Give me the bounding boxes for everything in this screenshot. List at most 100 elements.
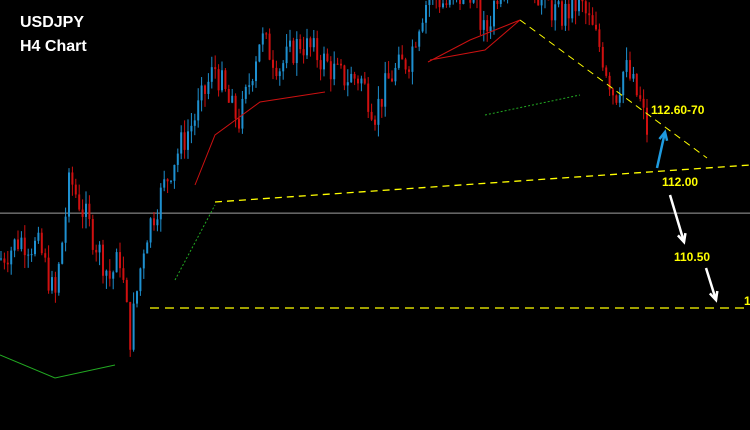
candle-body <box>71 172 74 185</box>
candle-body <box>401 54 404 60</box>
candle-body <box>384 73 387 107</box>
candle-body <box>105 270 108 276</box>
candle-body <box>289 40 291 47</box>
candle-body <box>54 277 57 293</box>
candle-body <box>295 39 298 64</box>
candle-body <box>499 0 502 4</box>
candle-body <box>404 59 407 70</box>
candle-body <box>360 78 363 84</box>
candle-body <box>353 73 356 79</box>
candle-body <box>210 67 213 82</box>
candle-body <box>346 82 349 86</box>
candle-body <box>632 73 635 79</box>
candle-body <box>224 70 227 90</box>
candle-body <box>639 95 642 99</box>
candle-body <box>190 125 193 132</box>
candle-body <box>27 254 30 256</box>
candle-body <box>397 54 400 68</box>
candle-body <box>221 70 223 91</box>
candle-body <box>615 95 618 103</box>
candle-body <box>95 249 98 253</box>
candle-body <box>142 253 145 269</box>
candle-body <box>115 252 118 273</box>
candle-body <box>129 302 132 350</box>
candle-body <box>646 107 648 135</box>
candle-body <box>125 279 128 303</box>
candle-body <box>479 0 482 30</box>
candle-body <box>438 0 441 8</box>
candle-body <box>204 85 206 94</box>
candle-body <box>136 291 138 304</box>
candle-body <box>601 46 604 68</box>
candle-body <box>214 67 217 70</box>
candle-body <box>350 73 353 83</box>
candle-body <box>622 71 625 96</box>
candle-body <box>411 46 414 72</box>
candle-body <box>374 119 376 125</box>
candle-body <box>595 24 597 30</box>
candle-body <box>323 53 325 70</box>
candle-body <box>581 0 584 2</box>
candle-body <box>625 60 628 72</box>
candle-body <box>159 187 162 220</box>
candle-body <box>302 49 305 56</box>
candle-body <box>561 1 563 26</box>
candle-body <box>51 277 53 291</box>
pattern-line <box>194 91 326 186</box>
candle-body <box>227 89 230 103</box>
candle-body <box>74 184 77 195</box>
candle-body <box>122 268 125 280</box>
candle-body <box>472 0 475 3</box>
candle-body <box>244 86 247 99</box>
support-dotted-line <box>174 204 216 281</box>
candle-body <box>61 242 64 264</box>
candle-body <box>98 244 101 253</box>
candle-body <box>234 95 237 119</box>
candle-body <box>571 0 574 19</box>
candle-body <box>425 5 427 23</box>
candle-body <box>102 244 104 276</box>
candle-body <box>217 69 220 91</box>
candle-body <box>642 98 645 108</box>
candle-body <box>486 20 489 32</box>
candle-body <box>306 38 308 56</box>
candle-body <box>336 63 339 65</box>
candle-body <box>176 153 179 165</box>
candle-body <box>591 15 594 25</box>
candle-body <box>363 78 366 84</box>
level-label-truncated: 1 <box>744 294 750 308</box>
down-arrow-head <box>708 290 719 303</box>
candle-body <box>183 132 186 150</box>
candle-body <box>448 0 451 5</box>
candle-body <box>598 29 601 47</box>
down-arrow <box>668 194 686 243</box>
candle-body <box>462 0 465 4</box>
candle-body <box>608 75 611 90</box>
candle-body <box>40 232 43 254</box>
candle-body <box>312 38 315 48</box>
candle-body <box>377 98 380 125</box>
candle-body <box>496 0 499 4</box>
candle-body <box>17 239 19 250</box>
up-arrow-head <box>658 129 669 142</box>
candle-body <box>146 242 149 254</box>
candle-body <box>428 0 431 6</box>
candle-body <box>0 258 2 260</box>
candle-body <box>47 257 50 291</box>
candle-body <box>343 65 346 86</box>
candle-body <box>367 83 370 112</box>
candle-body <box>248 85 251 87</box>
candle-body <box>108 270 111 279</box>
candle-body <box>635 73 638 96</box>
candle-body <box>139 268 142 292</box>
candle-body <box>13 239 16 251</box>
candle-body <box>459 0 461 4</box>
candle-body <box>391 78 393 82</box>
candle-body <box>618 95 621 103</box>
candle-body <box>153 218 155 226</box>
candle-body <box>119 252 121 269</box>
candle-body <box>57 263 60 293</box>
candle-body <box>170 180 172 182</box>
